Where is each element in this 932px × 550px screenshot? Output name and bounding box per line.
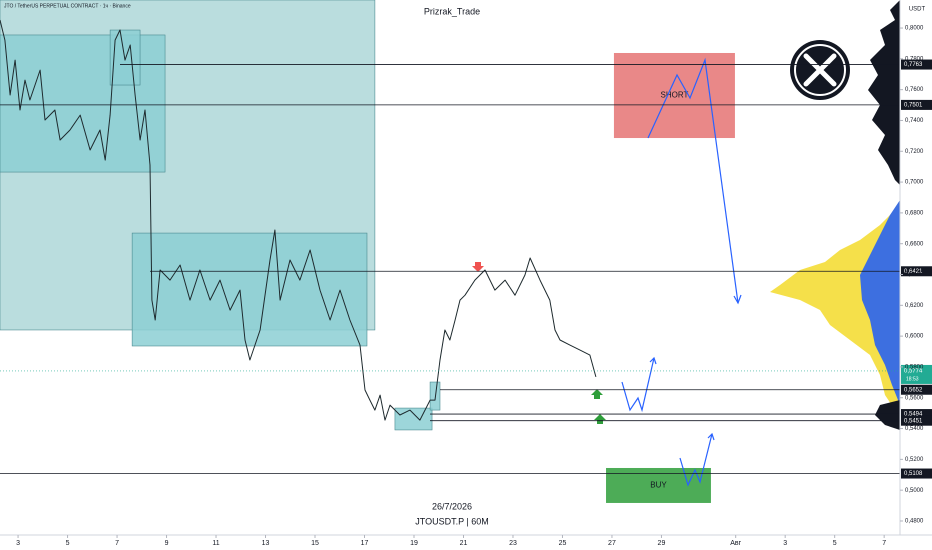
x-tick-label: 7 bbox=[115, 540, 119, 547]
x-tick-label: 21 bbox=[460, 540, 468, 547]
last-price-label: 0,5774 bbox=[904, 369, 923, 375]
x-tick-label: 27 bbox=[608, 540, 616, 547]
x-tick-label: 9 bbox=[165, 540, 169, 547]
symbol: JTOUSDT.P | 60M bbox=[415, 516, 489, 526]
buy-marker bbox=[591, 389, 603, 399]
last-price-timer: 18:53 bbox=[906, 376, 919, 382]
level-label: 0,5108 bbox=[904, 471, 923, 477]
level-tag bbox=[901, 409, 932, 420]
x-tick-label: 15 bbox=[311, 540, 319, 547]
x-tick-label: Авг bbox=[730, 540, 741, 547]
zone bbox=[394, 407, 433, 431]
x-tick-label: 3 bbox=[16, 540, 20, 547]
y-tick-label: 0,6600 bbox=[905, 241, 924, 247]
arrow-head bbox=[707, 432, 715, 441]
header: JTO / TetherUS PERPETUAL CONTRACT · 1ч ·… bbox=[4, 3, 131, 9]
zone-label: SHORT bbox=[661, 91, 689, 100]
zone bbox=[131, 232, 368, 347]
level-tag bbox=[901, 384, 932, 395]
y-tick-label: 0,4800 bbox=[905, 519, 924, 525]
x-tick-label: 17 bbox=[361, 540, 369, 547]
y-tick-label: 0,5600 bbox=[905, 395, 924, 401]
y-tick-label: 0,7000 bbox=[905, 180, 924, 186]
x-tick-label: 19 bbox=[410, 540, 418, 547]
level-label: 0,5652 bbox=[904, 387, 923, 393]
y-tick-label: 0,6200 bbox=[905, 303, 924, 309]
zones: SHORT BUY bbox=[0, 0, 735, 503]
y-tick-label: 0,5200 bbox=[905, 457, 924, 463]
y-tick-label: 0,7600 bbox=[905, 87, 924, 93]
x-tick-label: 13 bbox=[262, 540, 270, 547]
y-tick-label: 0,5800 bbox=[905, 365, 924, 371]
level-label: 0,7501 bbox=[904, 102, 923, 108]
projection-arrow bbox=[621, 357, 655, 413]
volume-profile-blue bbox=[860, 200, 900, 405]
projection-arrow bbox=[647, 57, 739, 304]
y-tick-label: 0,5000 bbox=[905, 488, 924, 494]
y-tick-label: 0,5400 bbox=[905, 426, 924, 432]
zone bbox=[613, 52, 735, 139]
currency: USDT bbox=[909, 7, 926, 13]
y-tick-label: 0,6400 bbox=[905, 272, 924, 278]
y-tick-label: 0,6000 bbox=[905, 334, 924, 340]
series bbox=[0, 19, 597, 421]
level-label: 0,7763 bbox=[904, 62, 923, 68]
arrow-head bbox=[733, 294, 742, 305]
x-tick-label: 25 bbox=[559, 540, 567, 547]
zone bbox=[109, 29, 141, 86]
x-tick-label: 5 bbox=[833, 540, 837, 547]
x-tick-label: 11 bbox=[212, 540, 219, 547]
x-tick-label: 23 bbox=[509, 540, 517, 547]
y-tick-label: 0,7200 bbox=[905, 149, 924, 155]
logo-ring bbox=[794, 44, 846, 96]
level-tag bbox=[901, 415, 932, 426]
y-tick-label: 0,7800 bbox=[905, 56, 924, 62]
axes: 0,8000 0,7800 0,7600 0,7400 0,7200 0,7000 0,68… bbox=[16, 26, 924, 547]
arrow-head bbox=[649, 356, 657, 365]
volume-profile-low bbox=[875, 400, 900, 430]
sell-marker bbox=[472, 262, 484, 272]
level-label: 0,5494 bbox=[904, 412, 923, 418]
level-tag bbox=[901, 99, 932, 110]
y-tick-label: 0,6800 bbox=[905, 210, 924, 216]
x-tick-label: 5 bbox=[66, 540, 70, 547]
price-line bbox=[0, 19, 597, 421]
level-tag bbox=[901, 59, 932, 70]
level-label: 0,6421 bbox=[904, 269, 923, 275]
buy-marker bbox=[594, 414, 606, 424]
date: 26/7/2026 bbox=[432, 501, 472, 511]
volume-profile-yellow bbox=[770, 205, 900, 420]
level-label: 0,5451 bbox=[904, 418, 923, 424]
watermark: Prizrak_Trade bbox=[424, 6, 480, 16]
last-price-tag bbox=[901, 364, 932, 384]
x-tick-label: 29 bbox=[658, 540, 666, 547]
zone-label: BUY bbox=[650, 481, 667, 490]
y-tick-label: 0,7400 bbox=[905, 118, 924, 124]
logo-mark bbox=[803, 53, 837, 87]
y-tick-label: 0,8000 bbox=[905, 26, 924, 32]
x-tick-label: 7 bbox=[882, 540, 886, 547]
x-tick-label: 3 bbox=[783, 540, 787, 547]
volume-profile-top bbox=[868, 0, 900, 185]
projection-arrow bbox=[679, 433, 713, 487]
level-tag bbox=[901, 468, 932, 479]
level-tag bbox=[901, 266, 932, 277]
